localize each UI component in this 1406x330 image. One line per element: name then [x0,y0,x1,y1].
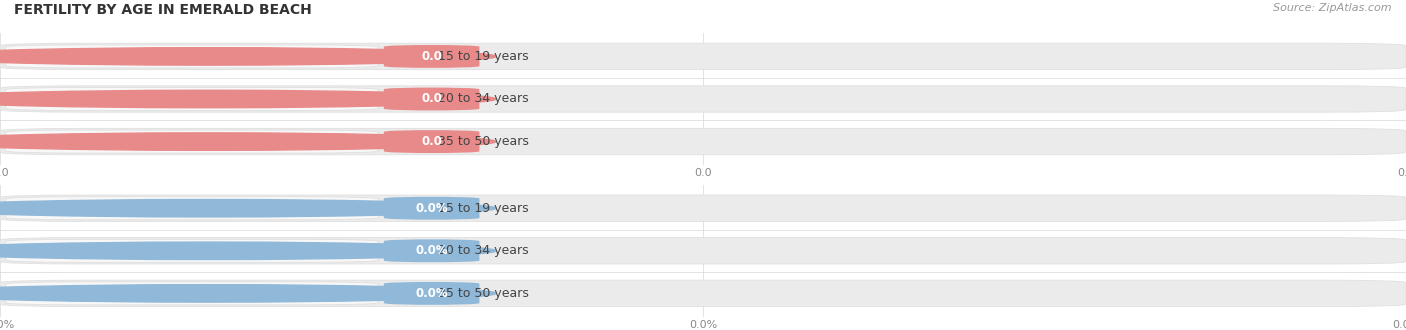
Text: 0.0: 0.0 [422,135,441,148]
FancyBboxPatch shape [6,239,378,262]
FancyBboxPatch shape [0,280,1406,307]
Circle shape [0,242,496,259]
FancyBboxPatch shape [384,130,479,153]
FancyBboxPatch shape [0,43,1406,70]
FancyBboxPatch shape [6,197,378,220]
Circle shape [0,285,496,302]
Text: Source: ZipAtlas.com: Source: ZipAtlas.com [1274,3,1392,13]
FancyBboxPatch shape [6,87,378,111]
Text: 15 to 19 years: 15 to 19 years [439,202,529,215]
Circle shape [0,133,496,150]
FancyBboxPatch shape [0,195,1406,221]
FancyBboxPatch shape [384,87,479,111]
Circle shape [0,48,496,65]
Text: 0.0%: 0.0% [415,244,449,257]
FancyBboxPatch shape [384,45,479,68]
FancyBboxPatch shape [384,197,479,220]
Text: FERTILITY BY AGE IN EMERALD BEACH: FERTILITY BY AGE IN EMERALD BEACH [14,3,312,17]
FancyBboxPatch shape [384,239,479,262]
FancyBboxPatch shape [6,130,378,153]
FancyBboxPatch shape [6,282,378,305]
FancyBboxPatch shape [0,128,1406,155]
Text: 0.0%: 0.0% [415,202,449,215]
Text: 20 to 34 years: 20 to 34 years [439,92,529,106]
Text: 20 to 34 years: 20 to 34 years [439,244,529,257]
Text: 0.0%: 0.0% [415,287,449,300]
Text: 35 to 50 years: 35 to 50 years [439,135,529,148]
Text: 0.0: 0.0 [422,92,441,106]
FancyBboxPatch shape [6,45,378,68]
Text: 35 to 50 years: 35 to 50 years [439,287,529,300]
FancyBboxPatch shape [0,238,1406,264]
Text: 15 to 19 years: 15 to 19 years [439,50,529,63]
FancyBboxPatch shape [384,282,479,305]
Text: 0.0: 0.0 [422,50,441,63]
FancyBboxPatch shape [0,86,1406,112]
Circle shape [0,199,496,217]
Circle shape [0,90,496,108]
